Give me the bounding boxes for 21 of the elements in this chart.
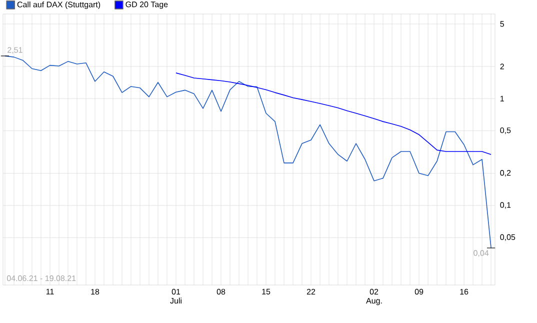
y-tick-label: 0,5 — [500, 127, 511, 134]
x-tick-label: 11 — [46, 288, 54, 294]
x-tick-label: 01 Juli — [170, 288, 182, 304]
x-tick-label: 15 — [262, 288, 270, 294]
y-tick-label: 1 — [500, 96, 504, 102]
x-tick-label: 09 — [414, 288, 424, 295]
annotation: 04.06.21 - 19.08.21 — [6, 275, 76, 282]
y-tick-label: 0,05 — [500, 234, 516, 241]
x-tick-label: 18 — [91, 288, 100, 295]
x-tick-label: 22 — [306, 288, 316, 294]
y-tick-label: 2 — [500, 64, 504, 70]
legend-label: GD 20 Tage — [126, 2, 168, 9]
data-label: 0,04 — [474, 250, 489, 257]
x-tick-label: 08 — [216, 288, 226, 295]
data-label: 2,51 — [8, 47, 22, 54]
x-tick-label: 02 Aug. — [366, 288, 382, 306]
x-tick-label: 16 — [460, 288, 468, 295]
y-tick-label: 0,2 — [500, 170, 511, 177]
y-tick-label: 0,1 — [500, 202, 511, 209]
legend-label: Call auf DAX (Stuttgart) — [17, 1, 100, 9]
y-tick-label: 5 — [500, 21, 504, 27]
